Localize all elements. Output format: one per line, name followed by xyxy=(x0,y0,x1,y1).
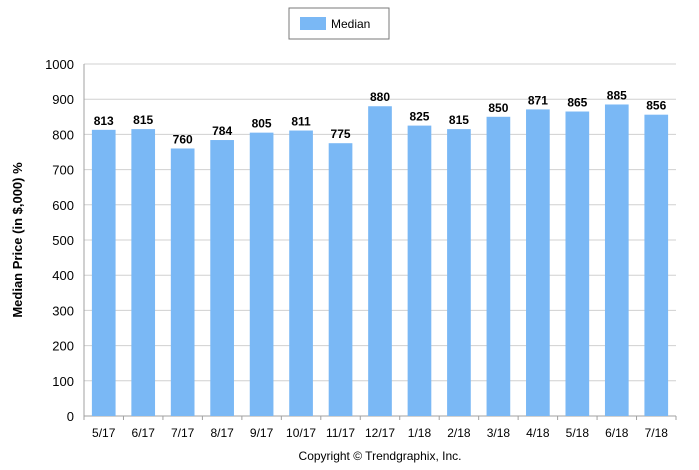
bar xyxy=(565,111,590,417)
x-tick-label: 9/17 xyxy=(250,426,274,440)
bar xyxy=(526,109,550,417)
bar xyxy=(407,125,432,416)
x-tick-label: 2/18 xyxy=(447,426,471,440)
y-tick-label: 1000 xyxy=(45,57,74,72)
data-label: 805 xyxy=(252,117,272,131)
data-label: 856 xyxy=(646,99,666,113)
legend-swatch xyxy=(300,17,326,30)
y-tick-label: 900 xyxy=(52,92,74,107)
x-tick-label: 12/17 xyxy=(365,426,395,440)
legend: Median xyxy=(288,7,390,40)
bar xyxy=(328,143,353,416)
y-tick-label: 100 xyxy=(52,374,74,389)
x-tick-label: 10/17 xyxy=(286,426,316,440)
data-label: 811 xyxy=(291,115,311,129)
bar xyxy=(368,106,392,417)
x-tick-label: 7/17 xyxy=(171,426,195,440)
data-label: 815 xyxy=(449,113,469,127)
x-tick-label: 6/17 xyxy=(132,426,156,440)
data-label: 815 xyxy=(133,113,153,127)
x-tick-label: 6/18 xyxy=(605,426,629,440)
data-label: 885 xyxy=(607,88,627,102)
data-labels: 813 815 760 784 805 811 775 880 825 815 850 871 865 8… xyxy=(94,88,667,146)
legend-label: Median xyxy=(331,17,370,31)
y-axis-title: Median Price (in $,000) % xyxy=(10,162,25,318)
y-tick-label: 300 xyxy=(52,303,74,318)
y-tick-label: 700 xyxy=(52,163,74,178)
bar xyxy=(170,148,195,417)
x-tick-label: 7/18 xyxy=(645,426,669,440)
data-label: 825 xyxy=(409,110,429,124)
x-tick-label: 11/17 xyxy=(326,426,355,440)
x-tick-label: 1/18 xyxy=(408,426,432,440)
x-tick-label: 3/18 xyxy=(487,426,511,440)
y-tick-label: 400 xyxy=(52,268,74,283)
bar xyxy=(91,129,116,416)
bars xyxy=(91,104,669,417)
copyright-text: Copyright © Trendgraphix, Inc. xyxy=(299,449,462,463)
y-tick-label: 600 xyxy=(52,198,74,213)
data-label: 880 xyxy=(370,90,390,104)
data-label: 775 xyxy=(331,127,351,141)
x-tick-label: 5/18 xyxy=(566,426,590,440)
data-label: 865 xyxy=(567,96,587,110)
y-tick-label: 200 xyxy=(52,339,74,354)
data-label: 850 xyxy=(488,101,508,115)
data-label: 760 xyxy=(173,132,193,146)
x-tick-label: 8/17 xyxy=(210,426,234,440)
data-label: 813 xyxy=(94,114,114,128)
bar xyxy=(644,114,669,417)
bar xyxy=(289,130,313,416)
data-label: 871 xyxy=(528,93,548,107)
bar xyxy=(249,132,274,416)
y-axis-ticks: 0 100 200 300 400 500 600 700 800 900 1000 xyxy=(45,57,74,424)
bar xyxy=(604,104,629,416)
x-tick-label: 5/17 xyxy=(92,426,116,440)
y-tick-label: 0 xyxy=(67,409,74,424)
bar xyxy=(131,129,156,416)
bar xyxy=(447,129,471,416)
bar xyxy=(486,116,511,417)
y-tick-label: 500 xyxy=(52,233,74,248)
bar xyxy=(210,140,234,417)
data-label: 784 xyxy=(212,124,232,138)
x-tick-label: 4/18 xyxy=(526,426,550,440)
y-tick-label: 800 xyxy=(52,127,74,142)
x-axis-ticks: 5/17 6/17 7/17 8/17 9/17 10/17 11/17 12/17 1/18 2… xyxy=(83,416,677,440)
